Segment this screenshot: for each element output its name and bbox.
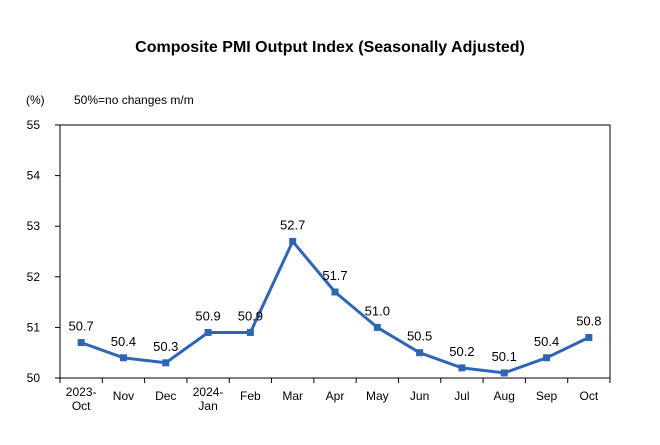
data-label: 50.4	[534, 334, 559, 349]
x-tick-label: Sep	[536, 389, 558, 403]
data-label: 50.8	[576, 314, 601, 329]
data-label: 51.0	[365, 303, 390, 318]
data-label: 50.3	[153, 339, 178, 354]
y-tick-label: 51	[27, 320, 41, 334]
data-point	[162, 359, 170, 367]
y-tick-label: 54	[27, 169, 41, 183]
data-label: 50.5	[407, 329, 432, 344]
data-label: 51.7	[322, 268, 347, 283]
x-tick-label: Oct	[580, 389, 599, 403]
data-label: 50.4	[111, 334, 136, 349]
data-point	[204, 328, 212, 336]
data-labels: 50.7 50.4 50.3 50.9 50.9 52.7 51.7 51.0 50.5 50.2…	[68, 217, 601, 364]
data-point	[416, 349, 424, 357]
x-tick-label: 2024-	[193, 385, 224, 399]
x-tick-label: Jan	[198, 399, 217, 413]
data-point	[289, 237, 297, 245]
data-point	[458, 364, 466, 372]
data-label: 50.2	[449, 344, 474, 359]
data-label: 52.7	[280, 217, 305, 232]
data-label: 50.7	[68, 319, 93, 334]
x-tick-label: Apr	[326, 389, 345, 403]
series-group	[77, 237, 593, 377]
data-point	[77, 339, 85, 347]
y-tick-label: 50	[27, 371, 41, 385]
x-tick-label: Jul	[454, 389, 469, 403]
data-label: 50.9	[238, 308, 263, 323]
data-label: 50.9	[195, 308, 220, 323]
x-tick-label: Dec	[155, 389, 176, 403]
plot-area-frame	[59, 124, 611, 379]
x-tick-label: Feb	[240, 389, 261, 403]
y-axis-unit: (%)	[26, 93, 45, 107]
chart-title: Composite PMI Output Index (Seasonally A…	[135, 39, 525, 56]
data-point	[585, 334, 593, 342]
data-point	[331, 288, 339, 296]
x-tick-label: May	[366, 389, 389, 403]
y-tick-label: 53	[27, 219, 41, 233]
y-tick-label: 55	[27, 118, 41, 132]
y-tick-label: 52	[27, 270, 41, 284]
x-tick-label: Jun	[410, 389, 429, 403]
x-tick-label: Aug	[494, 389, 515, 403]
data-point	[246, 328, 254, 336]
data-label: 50.1	[492, 349, 517, 364]
x-tick-label: 2023-	[66, 385, 97, 399]
data-point	[543, 354, 551, 362]
x-tick-label: Nov	[113, 389, 134, 403]
chart-note: 50%=no changes m/m	[74, 93, 194, 107]
x-tick-label: Mar	[282, 389, 303, 403]
data-point	[500, 369, 508, 377]
data-point	[119, 354, 127, 362]
x-tick-label: Oct	[72, 399, 91, 413]
data-point	[373, 323, 381, 331]
y-axis: 50 51 52 53 54 55	[27, 118, 60, 385]
